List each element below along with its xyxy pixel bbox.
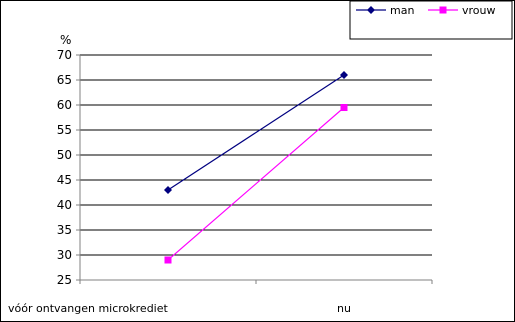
legend: man vrouw <box>349 0 513 40</box>
legend-box <box>349 0 513 40</box>
y-tick-label: 70 <box>57 48 72 62</box>
data-point <box>340 71 348 79</box>
y-tick-label: 25 <box>57 273 72 287</box>
y-tick-label: 30 <box>57 248 72 262</box>
legend-marker <box>367 6 375 14</box>
x-category-labels: vóór ontvangen microkrediet nu <box>8 280 433 315</box>
y-tick-label: 45 <box>57 173 72 187</box>
y-tick-label: 40 <box>57 198 72 212</box>
series-vrouw <box>164 104 348 264</box>
x-category-label: vóór ontvangen microkrediet <box>8 302 168 315</box>
y-axis-label: % <box>60 33 71 47</box>
y-tick-labels: 25 30 35 40 45 50 55 60 65 70 <box>57 48 80 287</box>
series-group <box>164 71 348 264</box>
y-tick-label: 55 <box>57 123 72 137</box>
y-tick-label: 60 <box>57 98 72 112</box>
data-point <box>340 104 348 111</box>
series-line <box>167 74 345 191</box>
x-category-label: nu <box>337 302 351 315</box>
y-tick-label: 50 <box>57 148 72 162</box>
data-point <box>164 256 172 264</box>
legend-label: vrouw <box>462 4 496 17</box>
series-man <box>164 71 348 194</box>
legend-label: man <box>390 4 414 17</box>
series-line <box>167 107 345 261</box>
legend-marker <box>439 6 447 14</box>
data-point <box>164 186 172 194</box>
gridlines <box>80 54 432 256</box>
y-tick-label: 65 <box>57 73 72 87</box>
y-tick-label: 35 <box>57 223 72 237</box>
